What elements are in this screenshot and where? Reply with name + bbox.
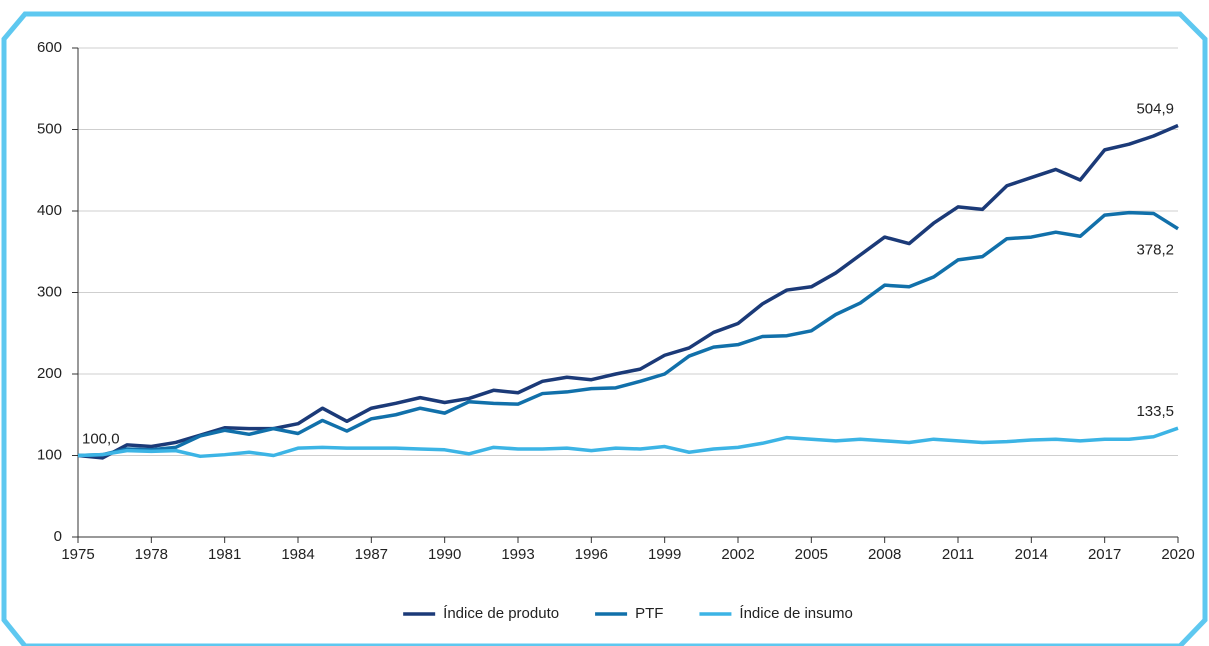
x-tick-label: 1978 xyxy=(135,546,168,563)
y-tick-label: 0 xyxy=(54,528,62,545)
x-tick-label: 2011 xyxy=(942,546,974,563)
series-line xyxy=(77,210,1179,458)
value-label: 133,5 xyxy=(1136,403,1174,420)
x-tick-label: 2005 xyxy=(795,546,828,563)
y-tick-label: 500 xyxy=(37,120,62,137)
x-tick-label: 1987 xyxy=(355,546,388,563)
x-tick-label: 1984 xyxy=(281,546,314,563)
y-tick-label: 300 xyxy=(37,283,62,300)
y-tick-label: 400 xyxy=(37,202,62,219)
x-tick-label: 1996 xyxy=(575,546,608,563)
frame xyxy=(1,11,1208,646)
x-tick-label: 1999 xyxy=(648,546,681,563)
x-tick-label: 1981 xyxy=(208,546,241,563)
value-label: 100,0 xyxy=(82,430,120,447)
x-tick-label: 2020 xyxy=(1161,546,1194,563)
x-tick-label: 1975 xyxy=(61,546,94,563)
x-tick-label: 2014 xyxy=(1015,546,1048,563)
y-tick-label: 200 xyxy=(37,365,62,382)
value-label: 378,2 xyxy=(1136,242,1174,259)
x-tick-label: 2017 xyxy=(1088,546,1121,563)
legend-label: PTF xyxy=(635,605,663,622)
x-tick-label: 1993 xyxy=(501,546,534,563)
value-label: 504,9 xyxy=(1136,100,1174,117)
y-tick-label: 100 xyxy=(37,446,62,463)
series-line xyxy=(77,426,1179,459)
series-line xyxy=(77,123,1179,460)
x-tick-label: 2008 xyxy=(868,546,901,563)
legend-label: Índice de insumo xyxy=(739,605,852,622)
x-tick-label: 2002 xyxy=(721,546,754,563)
legend-label: Índice de produto xyxy=(443,605,559,622)
x-tick-label: 1990 xyxy=(428,546,461,563)
y-tick-label: 600 xyxy=(37,39,62,56)
